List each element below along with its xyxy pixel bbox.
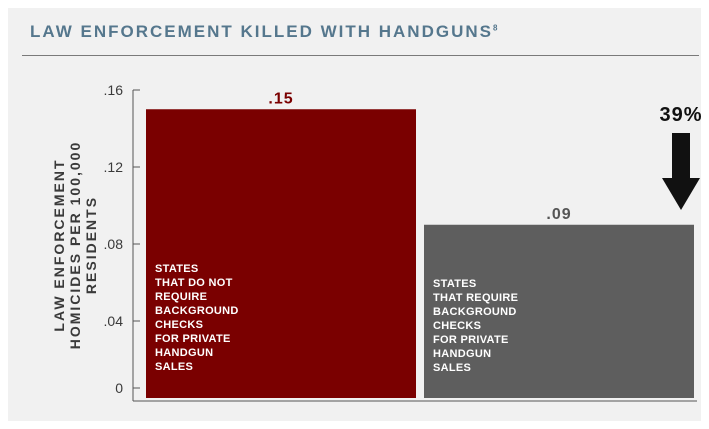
bar-category-label-line: CHECKS bbox=[155, 319, 204, 331]
bar bbox=[146, 109, 416, 398]
bar-category-label-line: FOR PRIVATE bbox=[155, 333, 231, 345]
y-tick-label: .12 bbox=[104, 159, 124, 175]
bar-category-label-line: HANDGUN bbox=[155, 347, 214, 359]
arrow-head bbox=[662, 178, 700, 210]
y-tick-label: .16 bbox=[104, 82, 124, 98]
footnote-marker: 8 bbox=[492, 23, 498, 33]
title-divider bbox=[22, 55, 699, 56]
bar-category-label-line: SALES bbox=[433, 362, 472, 374]
bar-category-label: STATES THAT REQUIRE BACKGROUND CHECKS FOR PR… bbox=[433, 277, 518, 375]
bar-category-label-line: STATES bbox=[433, 278, 477, 290]
y-tick-label: .08 bbox=[104, 236, 124, 252]
bar-category-label-line: BACKGROUND bbox=[433, 306, 517, 318]
bar-category-label-line: BACKGROUND bbox=[155, 305, 239, 317]
bar-category-label-line: HANDGUN bbox=[433, 348, 492, 360]
bar-category-label: STATES THAT DO NOT REQUIRE BACKGROUND CHECKS… bbox=[155, 262, 239, 374]
y-tick-label: .04 bbox=[104, 313, 124, 329]
bar-category-label-line: STATES bbox=[155, 263, 199, 275]
bar-category-label-line: CHECKS bbox=[433, 320, 482, 332]
bar-category-label-line: SALES bbox=[155, 361, 194, 373]
bar bbox=[424, 224, 694, 398]
arrow-shaft bbox=[672, 133, 690, 179]
bar-category-label-line: FOR PRIVATE bbox=[433, 334, 509, 346]
bar-value-label: .09 bbox=[546, 206, 571, 223]
bar-category-label-line: THAT REQUIRE bbox=[433, 292, 519, 304]
bar-value-label: .15 bbox=[268, 90, 293, 107]
y-tick-label: 0 bbox=[115, 380, 123, 396]
chart-title: LAW ENFORCEMENT KILLED WITH HANDGUNS8 bbox=[30, 22, 498, 41]
bar-category-label-line: REQUIRE bbox=[155, 291, 208, 303]
annotation-label: 39% bbox=[659, 104, 702, 126]
bar-category-label-line: THAT DO NOT bbox=[155, 277, 233, 289]
